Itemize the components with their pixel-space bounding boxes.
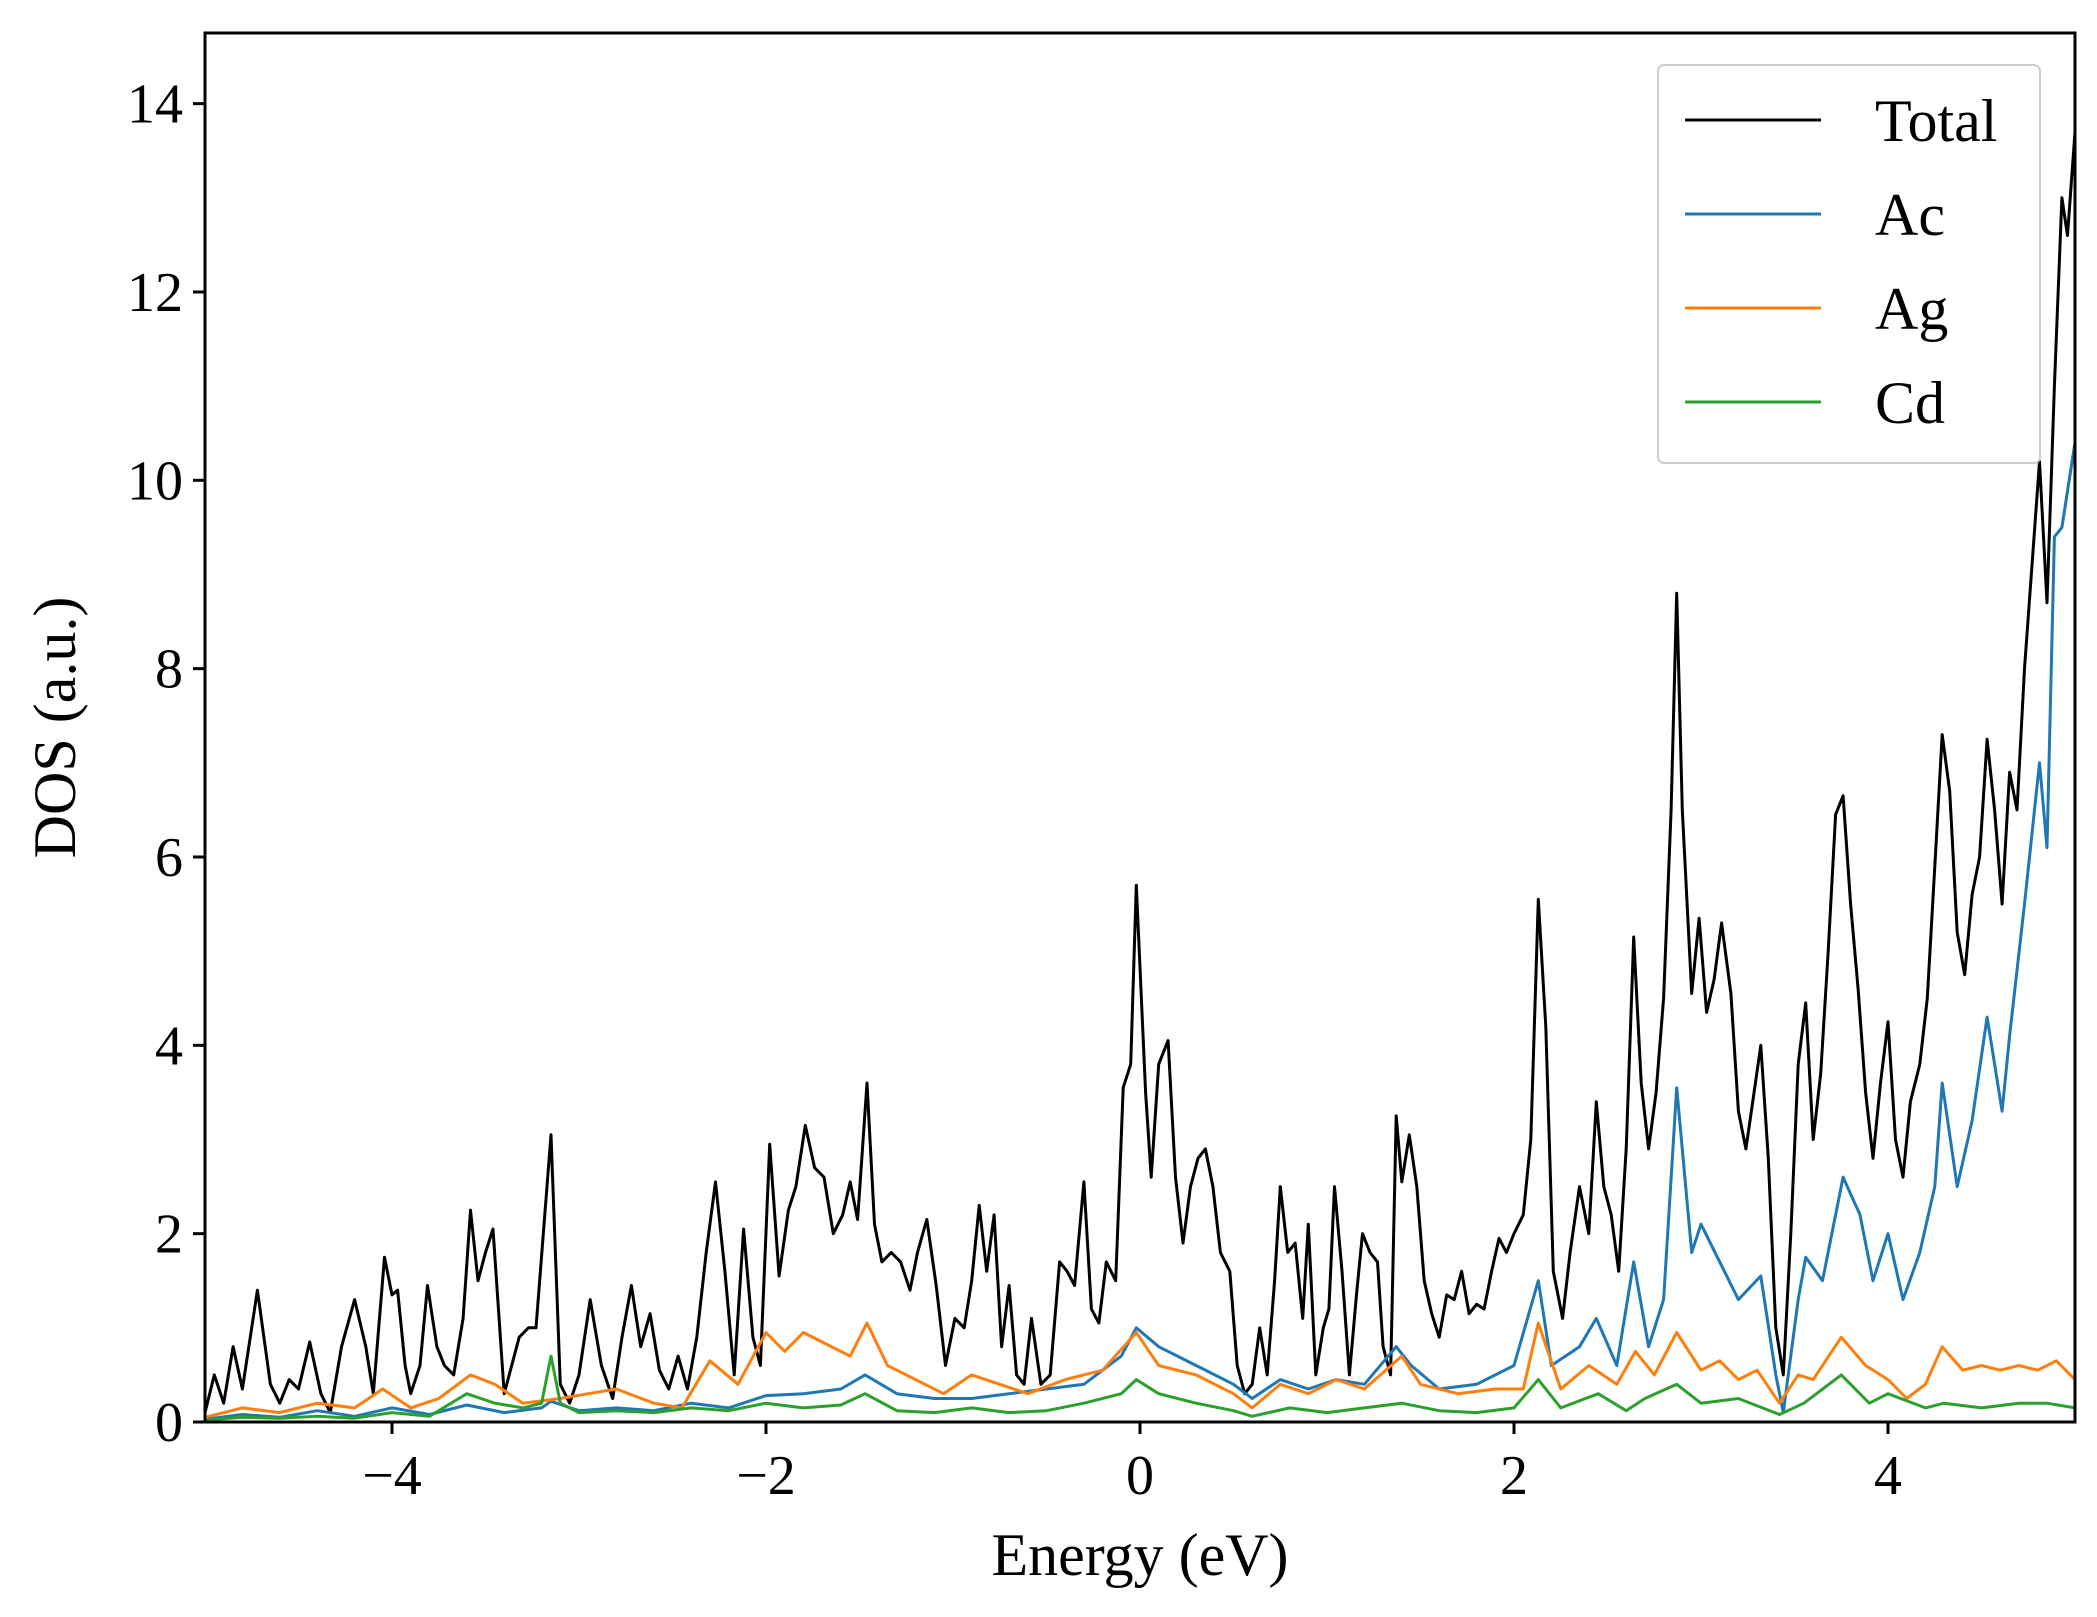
x-tick-label: −2 <box>736 1445 796 1507</box>
series-line-cd <box>205 1354 2075 1422</box>
x-axis-label: Energy (eV) <box>991 1522 1288 1588</box>
legend-label-total: Total <box>1875 88 1997 154</box>
y-tick-label: 12 <box>127 262 183 324</box>
x-tick-label: 0 <box>1126 1445 1154 1507</box>
series-layer <box>205 131 2075 1422</box>
y-tick-label: 8 <box>155 639 183 701</box>
legend-box <box>1657 64 2041 464</box>
series-line-ag <box>205 1321 2075 1419</box>
y-tick-label: 4 <box>155 1015 183 1077</box>
x-tick-label: 4 <box>1874 1445 1902 1507</box>
y-tick-label: 6 <box>155 827 183 889</box>
x-tick-label: 2 <box>1500 1445 1528 1507</box>
legend-label-ac: Ac <box>1875 182 1945 248</box>
y-axis-label: DOS (a.u.) <box>22 597 88 859</box>
y-tick-label: 10 <box>127 450 183 512</box>
legend-label-cd: Cd <box>1875 370 1945 436</box>
x-tick-label: −4 <box>362 1445 422 1507</box>
series-line-ac <box>205 442 2075 1421</box>
y-tick-label: 2 <box>155 1204 183 1266</box>
y-tick-label: 14 <box>127 74 183 136</box>
y-axis: 0 2 4 6 8 10 12 14 <box>127 74 205 1454</box>
series-line-total <box>205 131 2075 1415</box>
legend-label-ag: Ag <box>1875 276 1948 342</box>
y-tick-label: 0 <box>155 1392 183 1454</box>
x-axis: −4 −2 0 2 4 <box>362 1422 1902 1507</box>
legend: Total Ac Ag Cd <box>1657 64 2041 464</box>
